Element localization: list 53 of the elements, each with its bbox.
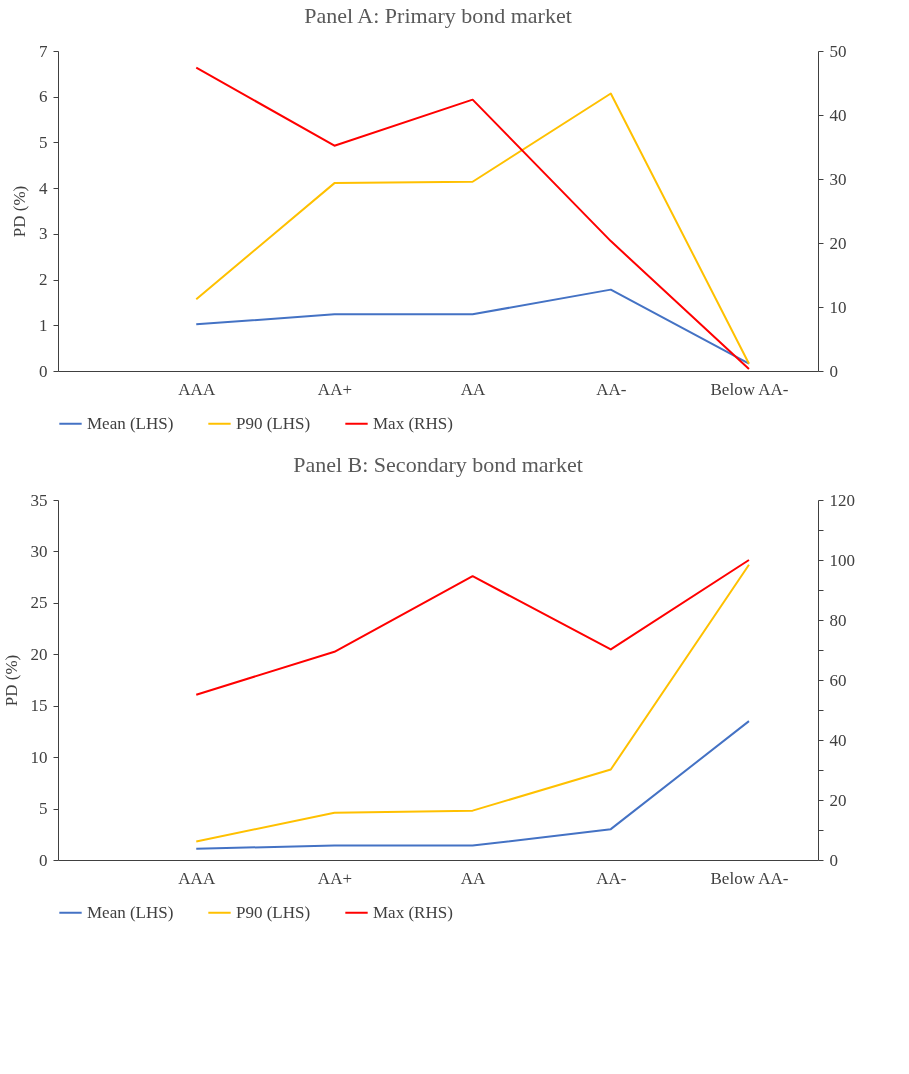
chart-title: Panel B: Secondary bond market	[293, 452, 583, 477]
y-tick-label: 4	[39, 178, 48, 198]
y-axis-title: PD (%)	[10, 185, 29, 238]
y-tick-label: 6	[39, 87, 48, 107]
y-tick-label: 0	[39, 850, 48, 870]
y-tick-label: 10	[30, 747, 48, 767]
y2-tick-label: 50	[829, 41, 847, 61]
chart-title: Panel A: Primary bond market	[304, 3, 572, 28]
legend-label: P90 (LHS)	[236, 902, 311, 922]
y-tick-label: 2	[39, 270, 48, 290]
y2-tick-label: 0	[829, 850, 838, 870]
y-tick-label: 3	[39, 224, 48, 244]
y-tick-label: 35	[30, 490, 48, 510]
legend-label: Mean (LHS)	[87, 902, 174, 922]
y2-tick-label: 0	[829, 361, 838, 381]
x-tick-label: AA+	[317, 379, 353, 399]
y2-tick-label: 20	[829, 790, 847, 810]
line-series	[195, 720, 750, 850]
x-tick-label: Below AA-	[710, 868, 789, 888]
legend-label: Mean (LHS)	[87, 413, 174, 433]
y-tick-label: 0	[39, 361, 48, 381]
x-tick-label: AA-	[596, 868, 627, 888]
x-tick-label: AA+	[317, 868, 353, 888]
legend-label: P90 (LHS)	[236, 413, 311, 433]
y-tick-label: 5	[39, 799, 48, 819]
line-series	[195, 559, 750, 696]
x-tick-label: AAA	[178, 868, 216, 888]
y2-tick-label: 40	[829, 105, 847, 125]
y2-tick-label: 30	[829, 169, 847, 189]
y2-tick-label: 40	[829, 730, 847, 750]
y2-tick-label: 120	[829, 490, 855, 510]
x-tick-label: AA	[460, 868, 487, 888]
x-tick-label: Below AA-	[710, 379, 789, 399]
y-tick-label: 20	[30, 644, 48, 664]
y2-tick-label: 100	[829, 550, 855, 570]
y-tick-label: 7	[39, 41, 48, 61]
x-tick-label: AA-	[596, 379, 627, 399]
y-tick-label: 5	[39, 132, 48, 152]
y2-tick-label: 10	[829, 297, 847, 317]
y2-tick-label: 20	[829, 233, 847, 253]
y2-tick-label: 60	[829, 670, 847, 690]
legend-label: Max (RHS)	[373, 902, 453, 922]
y2-tick-label: 80	[829, 610, 847, 630]
y-axis-title: PD (%)	[1, 654, 21, 707]
x-tick-label: AA	[460, 379, 487, 399]
y-tick-label: 1	[39, 315, 48, 335]
legend-label: Max (RHS)	[373, 413, 453, 433]
line-series	[195, 563, 750, 843]
y-tick-label: 15	[30, 696, 48, 716]
y-tick-label: 30	[30, 541, 48, 561]
line-series	[195, 288, 750, 365]
y-tick-label: 25	[30, 593, 48, 613]
x-tick-label: AAA	[178, 379, 216, 399]
